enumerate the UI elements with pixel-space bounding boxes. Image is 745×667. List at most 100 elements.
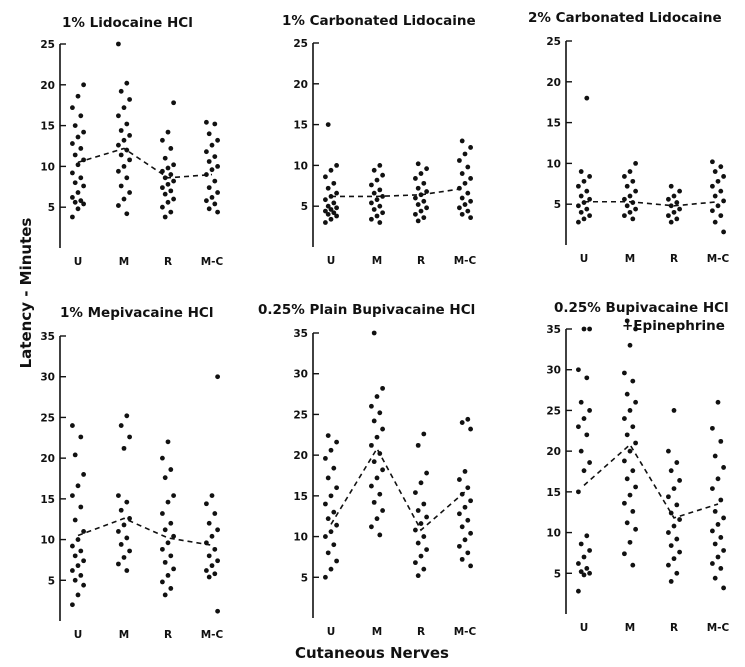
data-point bbox=[124, 175, 130, 181]
data-point bbox=[206, 520, 212, 526]
data-point bbox=[633, 484, 638, 490]
data-point bbox=[415, 161, 421, 167]
data-point bbox=[81, 201, 86, 207]
panel-4: 1% Mepivacaine HCl 5 10 15 20 25 30 35 U M R M-C bbox=[40, 305, 223, 641]
data-point bbox=[160, 511, 165, 516]
data-point bbox=[413, 211, 418, 217]
data-point bbox=[712, 541, 718, 547]
data-point bbox=[331, 210, 337, 216]
y-tick-label: 20 bbox=[546, 77, 561, 89]
data-point bbox=[459, 195, 465, 201]
x-category-label: U bbox=[327, 255, 336, 267]
y-tick-label: 20 bbox=[293, 79, 308, 91]
y-tick-label: 35 bbox=[546, 324, 561, 336]
x-category-label: M bbox=[625, 253, 635, 265]
data-point bbox=[81, 529, 86, 534]
data-point bbox=[674, 570, 680, 576]
data-point bbox=[462, 151, 468, 157]
data-point bbox=[627, 169, 633, 174]
data-point bbox=[209, 142, 215, 148]
data-point bbox=[677, 188, 682, 194]
data-point bbox=[371, 190, 377, 196]
y-tick-label: 25 bbox=[546, 36, 561, 48]
data-point bbox=[576, 588, 581, 594]
data-point bbox=[413, 560, 418, 566]
data-point bbox=[118, 152, 124, 158]
data-point bbox=[377, 491, 383, 497]
data-point bbox=[468, 198, 473, 204]
data-point bbox=[81, 183, 86, 189]
data-point bbox=[334, 558, 339, 564]
data-point bbox=[587, 408, 592, 413]
data-point bbox=[671, 408, 677, 413]
data-point bbox=[457, 543, 462, 549]
data-point bbox=[587, 196, 592, 202]
data-point bbox=[323, 220, 328, 225]
data-point bbox=[721, 465, 726, 470]
data-point bbox=[209, 493, 215, 498]
x-category-label: M-C bbox=[201, 629, 224, 641]
data-point bbox=[418, 208, 424, 214]
x-category-label: R bbox=[164, 256, 172, 268]
data-point bbox=[718, 213, 724, 219]
data-point bbox=[721, 585, 726, 591]
data-point bbox=[168, 209, 174, 215]
data-point bbox=[465, 416, 471, 422]
data-point bbox=[627, 408, 633, 413]
data-point bbox=[671, 523, 677, 529]
data-point bbox=[418, 171, 424, 176]
data-point bbox=[121, 555, 127, 560]
data-point bbox=[328, 216, 334, 222]
y-tick-label: 15 bbox=[40, 494, 55, 506]
data-point bbox=[206, 206, 212, 212]
data-point bbox=[215, 137, 221, 143]
data-point bbox=[121, 105, 127, 111]
data-point bbox=[204, 198, 209, 204]
data-point bbox=[70, 105, 75, 111]
y-tick-label: 10 bbox=[40, 161, 55, 173]
data-point bbox=[424, 514, 429, 520]
data-point bbox=[581, 572, 587, 578]
panel-5: 0.25% Plain Bupivacaine HCl 5 10 15 20 25 30 35… bbox=[258, 302, 477, 638]
data-point bbox=[459, 420, 465, 425]
data-point bbox=[668, 543, 674, 548]
y-tick-label: 20 bbox=[40, 80, 55, 92]
data-point bbox=[468, 530, 473, 536]
x-category-label: M-C bbox=[707, 253, 730, 265]
data-point bbox=[70, 423, 75, 428]
data-point bbox=[718, 497, 724, 503]
data-point bbox=[75, 592, 81, 598]
data-point bbox=[415, 202, 421, 207]
data-point bbox=[380, 467, 385, 473]
data-point bbox=[622, 174, 627, 179]
data-point bbox=[587, 213, 592, 219]
data-point bbox=[576, 203, 581, 209]
data-point bbox=[424, 470, 429, 476]
data-point bbox=[715, 399, 721, 405]
data-point bbox=[633, 399, 638, 405]
data-point bbox=[331, 509, 337, 515]
data-point bbox=[421, 431, 427, 437]
data-point bbox=[325, 185, 331, 191]
data-point bbox=[323, 174, 328, 180]
data-point bbox=[70, 568, 75, 573]
data-point bbox=[581, 178, 587, 184]
data-point bbox=[677, 549, 682, 555]
data-point bbox=[127, 434, 132, 440]
data-point bbox=[413, 490, 418, 495]
data-point bbox=[377, 532, 383, 538]
data-point bbox=[465, 208, 471, 214]
data-point bbox=[587, 174, 592, 179]
data-point bbox=[206, 131, 212, 137]
data-point bbox=[721, 515, 726, 521]
data-point bbox=[204, 568, 209, 573]
data-point bbox=[459, 211, 465, 217]
data-point bbox=[584, 566, 590, 571]
data-point bbox=[630, 468, 636, 474]
data-point bbox=[165, 573, 171, 578]
data-point bbox=[121, 196, 127, 202]
data-point bbox=[371, 167, 377, 173]
data-point bbox=[424, 547, 429, 552]
data-point bbox=[206, 185, 212, 191]
